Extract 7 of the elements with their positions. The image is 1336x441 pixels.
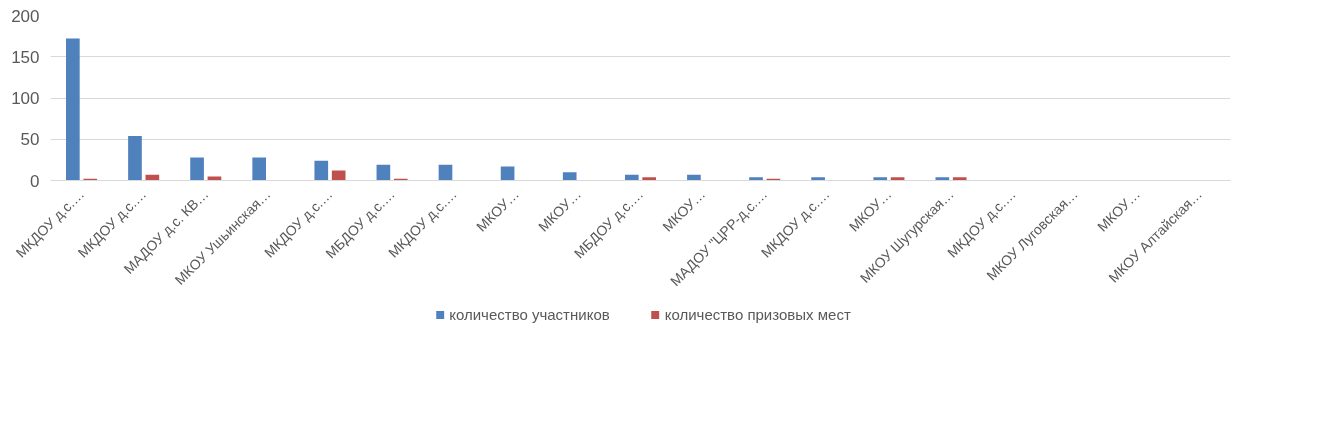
y-tick-label: 50: [20, 130, 40, 150]
y-tick-label: 200: [11, 6, 40, 26]
legend-label: количество призовых мест: [664, 305, 851, 323]
legend-label: количество участников: [449, 305, 610, 323]
y-tick-label: 150: [11, 47, 40, 67]
y-tick-label: 100: [11, 89, 40, 108]
y-tick-label: 0: [30, 171, 40, 191]
